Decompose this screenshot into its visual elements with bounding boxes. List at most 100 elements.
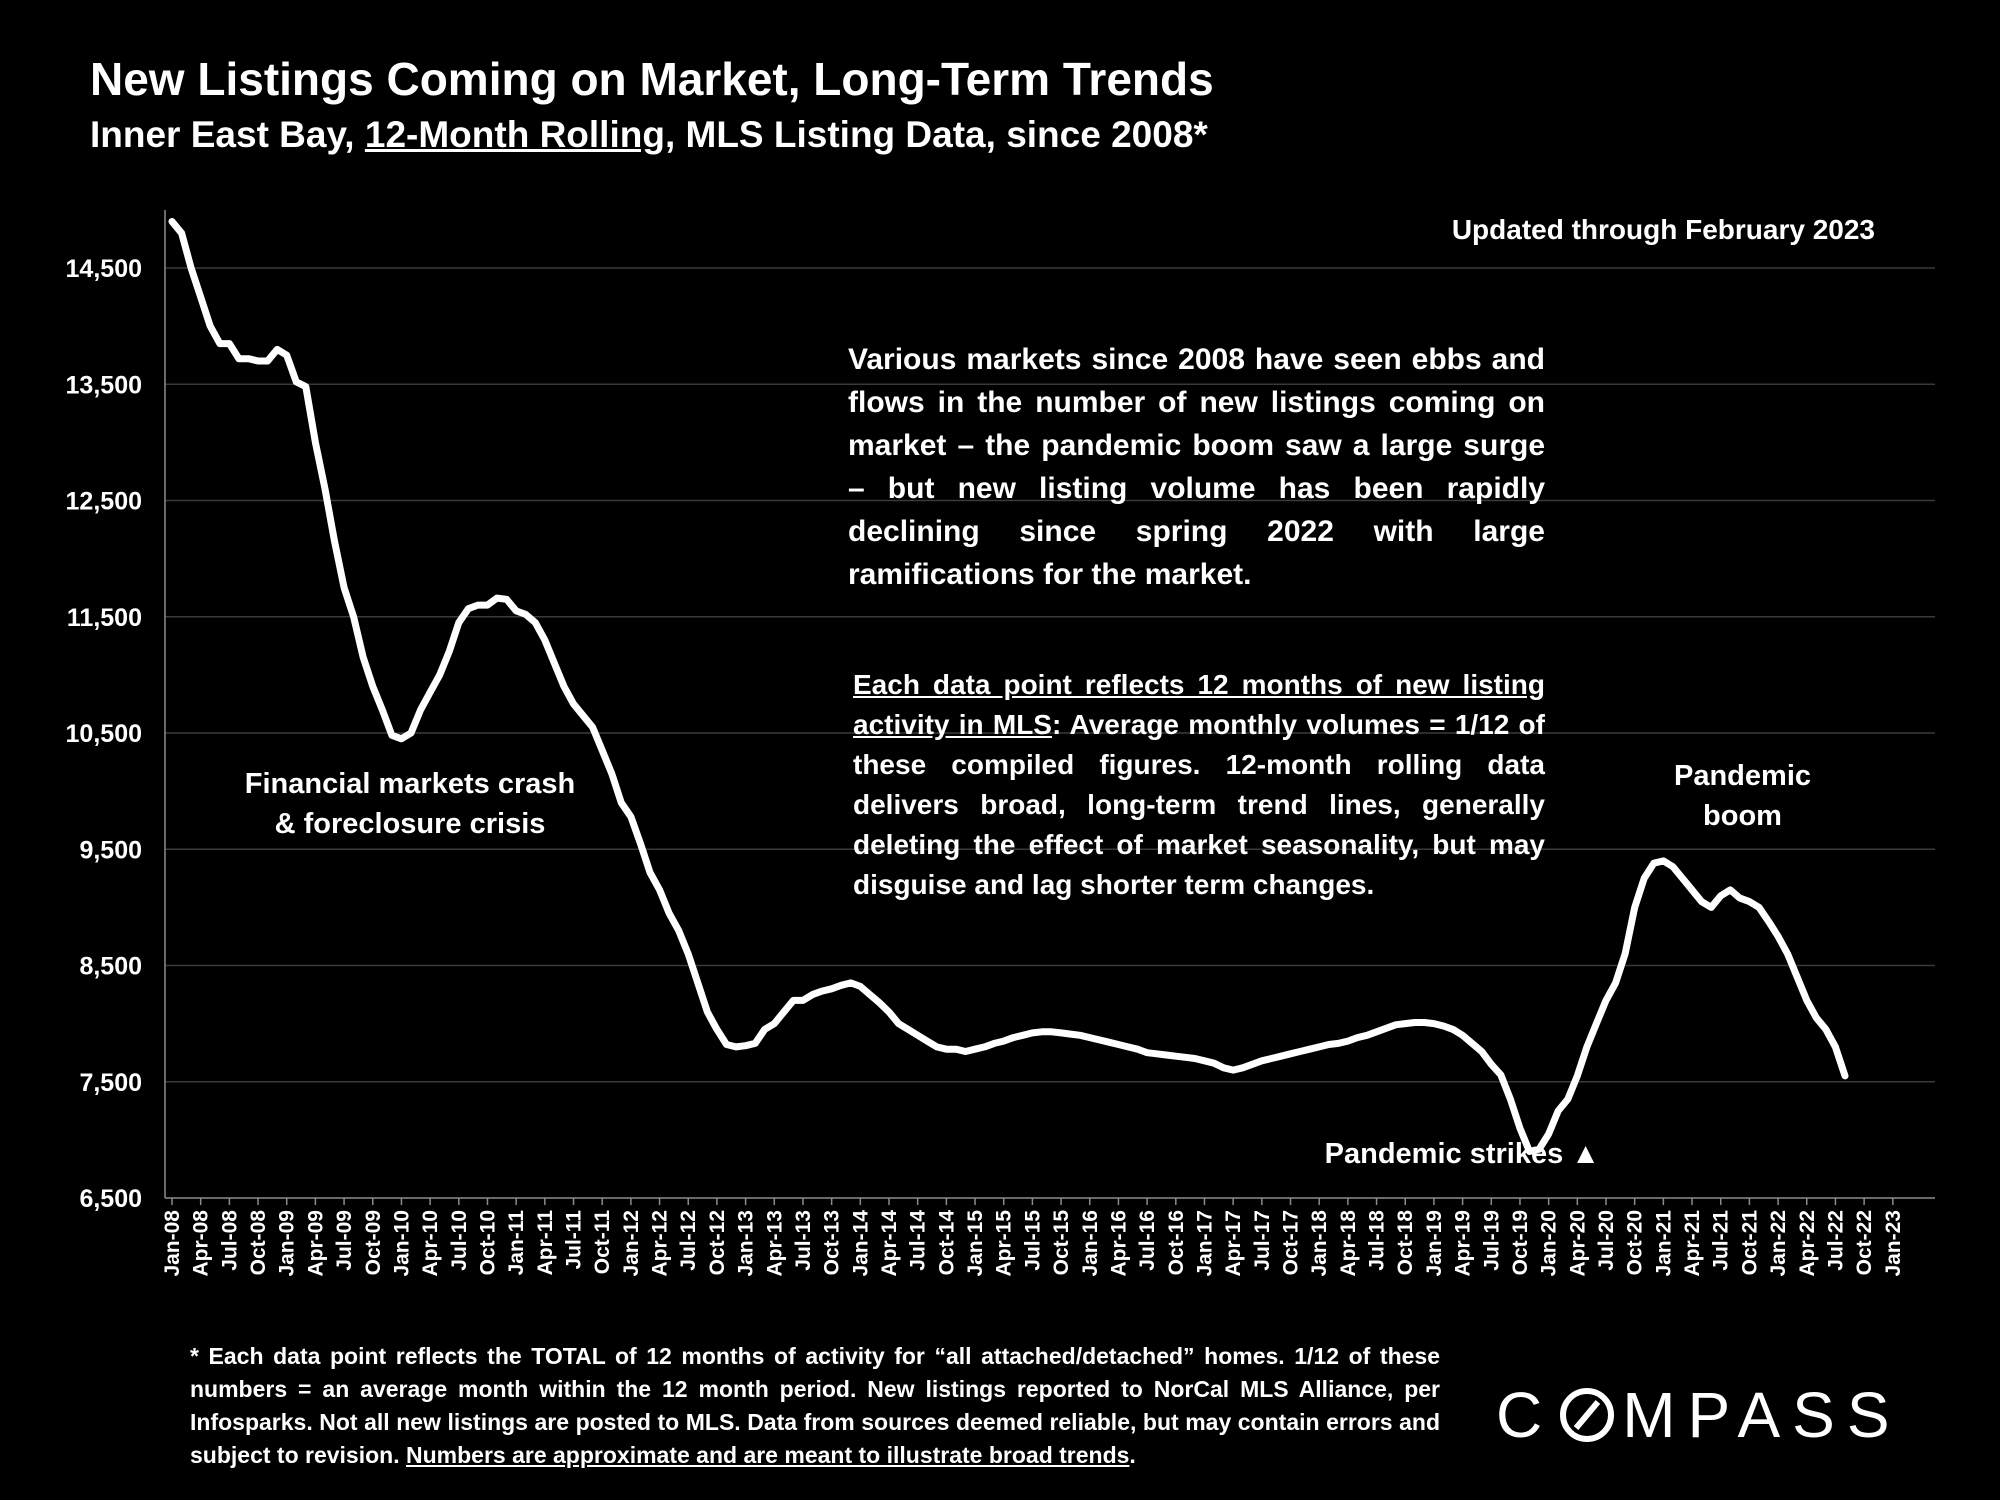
- gridlines: [165, 267, 1935, 1083]
- compass-ring-icon: [1560, 1388, 1615, 1442]
- updated-note: Updated through February 2023: [1451, 214, 1875, 245]
- footnote-end: .: [1129, 1442, 1136, 1468]
- x-tick-label: Oct-19: [1509, 1210, 1532, 1275]
- footnote-text: * Each data point reflects the TOTAL of …: [190, 1343, 1440, 1468]
- x-tick-label: Jul-20: [1595, 1210, 1618, 1271]
- x-tick-label: Apr-20: [1566, 1210, 1589, 1277]
- compass-logo: C MPASS: [1496, 1378, 1902, 1452]
- x-tick-label: Oct-21: [1738, 1210, 1761, 1276]
- methodology-rest: : Average monthly volumes = 1/12 of thes…: [853, 709, 1545, 900]
- y-tick-label: 9,500: [79, 836, 142, 864]
- x-tick-label: Apr-22: [1796, 1210, 1819, 1277]
- x-tick-label: Jul-18: [1366, 1210, 1389, 1271]
- x-tick-label: Apr-14: [878, 1210, 901, 1277]
- x-tick-label: Apr-10: [419, 1210, 442, 1277]
- x-tick-label: Jul-14: [907, 1210, 930, 1271]
- x-tick-label: Jul-16: [1136, 1210, 1159, 1271]
- x-tick-label: Jan-10: [390, 1210, 413, 1277]
- x-tick-label: Jan-17: [1193, 1210, 1216, 1277]
- y-tick-label: 11,500: [67, 604, 142, 632]
- x-tick-label: Jan-08: [161, 1210, 184, 1277]
- x-tick-label: Apr-15: [993, 1210, 1016, 1277]
- x-tick-label: Jan-14: [849, 1210, 872, 1277]
- chart-title: New Listings Coming on Market, Long-Term…: [90, 53, 1214, 105]
- x-tick-label: Jan-12: [620, 1210, 643, 1277]
- x-tick-label: Apr-09: [304, 1210, 327, 1277]
- x-tick-label: Jul-15: [1021, 1210, 1044, 1271]
- x-tick-label: Jan-11: [505, 1210, 528, 1276]
- crash-annotation-line1: Financial markets crash: [244, 768, 576, 800]
- crash-annotation: Financial markets crash & foreclosure cr…: [230, 764, 590, 844]
- x-tick-label: Oct-20: [1624, 1210, 1647, 1275]
- x-tick-label: Oct-09: [362, 1210, 385, 1275]
- y-tick-label: 13,500: [66, 371, 142, 399]
- x-tick-label: Apr-08: [190, 1210, 213, 1277]
- y-tick-label: 7,500: [79, 1069, 142, 1097]
- footnote: * Each data point reflects the TOTAL of …: [190, 1340, 1440, 1472]
- subtitle-suffix: , MLS Listing Data, since 2008*: [664, 114, 1208, 155]
- x-tick-label: Jul-22: [1824, 1210, 1847, 1271]
- x-tick-label: Oct-13: [821, 1210, 844, 1275]
- x-tick-label: Jul-19: [1480, 1210, 1503, 1271]
- y-axis-ticks: 6,500 7,500 8,500 9,500 10,500 11,500 12,500 13…: [66, 255, 142, 1213]
- x-tick-label: Jan-13: [735, 1210, 758, 1277]
- boom-annotation-line2: boom: [1703, 800, 1782, 832]
- x-tick-label: Oct-17: [1280, 1210, 1303, 1275]
- x-axis-ticks: Jan-08 Apr-08 Jul-08 Oct-08 Jan-09 Apr-09 Jul-…: [161, 1198, 1905, 1277]
- x-tick-label: Jul-11: [563, 1210, 586, 1270]
- new-listings-series-line: [168, 218, 1849, 1155]
- x-tick-label: Jan-21: [1652, 1210, 1675, 1277]
- x-tick-label: Jul-10: [448, 1210, 471, 1271]
- x-tick-label: Jan-18: [1308, 1210, 1331, 1277]
- x-tick-label: Oct-22: [1853, 1210, 1876, 1275]
- x-tick-label: Jul-09: [333, 1210, 356, 1271]
- x-tick-label: Jul-13: [792, 1210, 815, 1271]
- x-tick-label: Jan-23: [1882, 1210, 1905, 1277]
- x-tick-label: Apr-11: [534, 1210, 557, 1276]
- x-tick-label: Jul-12: [677, 1210, 700, 1271]
- pandemic-strikes-annotation: Pandemic strikes ▲: [1324, 1138, 1600, 1170]
- x-tick-label: Jan-15: [964, 1210, 987, 1277]
- x-tick-label: Oct-12: [706, 1210, 729, 1275]
- x-tick-label: Jan-16: [1079, 1210, 1102, 1277]
- x-tick-label: Apr-17: [1222, 1210, 1245, 1277]
- boom-annotation-line1: Pandemic: [1674, 760, 1811, 792]
- x-tick-label: Jan-22: [1767, 1210, 1790, 1277]
- y-tick-label: 12,500: [66, 488, 142, 516]
- x-tick-label: Apr-16: [1107, 1210, 1130, 1277]
- x-tick-label: Oct-15: [1050, 1210, 1073, 1276]
- x-tick-label: Jul-21: [1710, 1210, 1733, 1271]
- x-tick-label: Jan-09: [276, 1210, 299, 1277]
- x-tick-label: Jul-08: [218, 1210, 241, 1271]
- x-tick-label: Jan-20: [1538, 1210, 1561, 1277]
- boom-annotation: Pandemic boom: [1630, 756, 1855, 836]
- chart-subtitle: Inner East Bay, 12-Month Rolling, MLS Li…: [90, 114, 1208, 156]
- logo-text-pre: C: [1496, 1379, 1555, 1451]
- x-tick-label: Oct-16: [1165, 1210, 1188, 1275]
- subtitle-prefix: Inner East Bay,: [90, 114, 365, 155]
- x-tick-label: Oct-11: [591, 1210, 614, 1275]
- x-tick-label: Oct-08: [247, 1210, 270, 1276]
- x-tick-label: Oct-10: [476, 1210, 499, 1275]
- footnote-underlined: Numbers are approximate and are meant to…: [406, 1442, 1130, 1468]
- x-tick-label: Jul-17: [1251, 1210, 1274, 1271]
- logo-text-post: MPASS: [1622, 1379, 1902, 1451]
- x-tick-label: Apr-18: [1337, 1210, 1360, 1277]
- x-tick-label: Jan-19: [1423, 1210, 1446, 1277]
- y-tick-label: 14,500: [66, 255, 142, 283]
- x-tick-label: Apr-12: [649, 1210, 672, 1277]
- x-tick-label: Oct-14: [935, 1210, 958, 1276]
- commentary-text: Various markets since 2008 have seen ebb…: [848, 343, 1545, 591]
- x-tick-label: Apr-19: [1452, 1210, 1475, 1277]
- x-tick-label: Apr-21: [1681, 1210, 1704, 1277]
- subtitle-underlined: 12-Month Rolling: [364, 114, 665, 155]
- methodology-lead: Each data point reflects 12 months of ne…: [853, 669, 1545, 740]
- y-tick-label: 6,500: [79, 1185, 142, 1213]
- x-tick-label: Apr-13: [763, 1210, 786, 1277]
- crash-annotation-line2: & foreclosure crisis: [274, 808, 546, 840]
- y-tick-label: 10,500: [66, 720, 142, 748]
- methodology-note: Each data point reflects 12 months of ne…: [853, 665, 1545, 905]
- x-tick-label: Oct-18: [1394, 1210, 1417, 1276]
- y-tick-label: 8,500: [79, 953, 142, 981]
